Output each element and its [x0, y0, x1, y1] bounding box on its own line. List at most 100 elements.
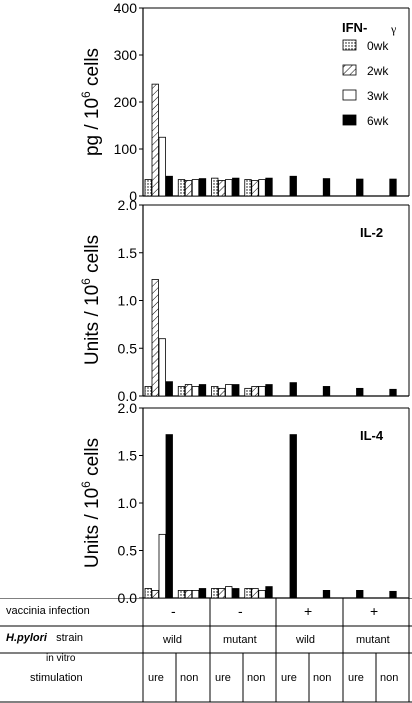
bar — [198, 384, 207, 397]
bar — [165, 434, 173, 599]
y-tick-label: 0.5 — [118, 340, 138, 356]
bar — [258, 590, 266, 599]
bar — [211, 588, 219, 599]
y-tick-label: 2.0 — [118, 400, 138, 416]
stim-cell: ure — [148, 672, 164, 684]
row-label-vaccinia: vaccinia infection — [6, 605, 90, 617]
bar — [265, 586, 273, 599]
panel-title: IL-4 — [360, 428, 384, 443]
bar — [244, 387, 252, 397]
y-tick-label: 0.0 — [118, 388, 138, 404]
bar — [251, 588, 259, 599]
y-tick-label: 100 — [114, 141, 138, 157]
bar — [198, 588, 207, 599]
stim-cell: ure — [215, 672, 231, 684]
y-tick-label: 1.0 — [118, 293, 138, 309]
y-axis-label: Units / 106 cells — [79, 438, 103, 568]
stim-cell: ure — [348, 672, 364, 684]
bar — [322, 386, 331, 397]
bar — [244, 179, 252, 197]
table-grid — [0, 598, 412, 703]
bar — [265, 177, 273, 197]
bar — [158, 533, 166, 599]
bar — [151, 83, 159, 197]
legend-label: 3wk — [367, 89, 389, 103]
stim-cell: ure — [281, 672, 297, 684]
bar — [191, 590, 200, 599]
y-tick-label: 1.5 — [118, 448, 138, 464]
legend-label: 6wk — [367, 114, 389, 128]
y-axis-label: Units / 106 cells — [79, 235, 103, 365]
bar — [184, 180, 193, 197]
bar — [389, 178, 397, 197]
bar — [258, 386, 266, 397]
y-tick-label: 200 — [114, 94, 138, 110]
stim-cell: non — [247, 672, 266, 684]
bar — [251, 180, 259, 197]
condition-table: vaccinia infection - - + + H.pylori stra… — [0, 598, 412, 703]
bar — [144, 386, 152, 397]
panel-2: 0.0 0.5 1.0 1.5 2.0 Units / 106 cells IL-2 — [79, 197, 410, 404]
bar — [289, 175, 297, 197]
bar — [289, 434, 297, 599]
bar — [165, 381, 173, 397]
bar — [218, 180, 226, 197]
strain-cell: wild — [163, 634, 182, 646]
bar — [289, 382, 297, 397]
legend-swatch — [342, 64, 357, 76]
y-tick-label: 1.0 — [118, 495, 138, 511]
bar — [211, 386, 219, 397]
row-label-stimulation: stimulation — [30, 672, 83, 684]
bar — [389, 388, 397, 397]
bar — [184, 384, 193, 397]
vaccinia-cell: + — [370, 603, 379, 619]
y-tick-label: 300 — [114, 47, 138, 63]
bar — [151, 279, 159, 397]
strain-word: strain — [46, 632, 84, 644]
panel-title: IFN- — [342, 20, 367, 35]
stim-cell: non — [313, 672, 332, 684]
bar — [232, 177, 240, 197]
strain-cell: mutant — [356, 634, 390, 646]
bar — [191, 386, 200, 397]
strain-cell: mutant — [223, 634, 257, 646]
stim-cell: non — [180, 672, 199, 684]
legend-swatch — [342, 114, 357, 126]
stim-cell: non — [380, 672, 399, 684]
bar — [158, 136, 166, 197]
bar — [322, 590, 331, 599]
bar — [389, 590, 397, 599]
bar — [191, 179, 200, 197]
hpylori-label: H.pylori — [6, 632, 47, 644]
vaccinia-cell: + — [304, 603, 313, 619]
bar — [251, 386, 259, 397]
bar — [356, 387, 364, 397]
bar — [225, 586, 233, 599]
bar — [218, 387, 226, 397]
row-label-invitro: in vitro — [46, 653, 76, 664]
bar — [177, 179, 186, 197]
bar — [356, 590, 364, 599]
bar — [144, 588, 152, 599]
row-label-strain: H.pylori strain — [6, 632, 83, 644]
bar — [218, 588, 226, 599]
bar — [177, 590, 186, 599]
bar — [165, 175, 173, 197]
legend-label: 2wk — [367, 64, 389, 78]
y-tick-label: 0 — [129, 188, 137, 204]
panel-title: IL-2 — [360, 225, 383, 240]
bar — [322, 178, 331, 197]
y-tick-label: 2.0 — [118, 197, 138, 213]
legend-label: 0wk — [367, 39, 389, 53]
bar — [184, 590, 193, 599]
bar — [225, 179, 233, 197]
legend-swatch — [342, 89, 357, 101]
y-tick-label: 400 — [114, 0, 138, 16]
bar — [198, 178, 207, 197]
legend-swatch — [342, 39, 357, 51]
vaccinia-cell: - — [238, 603, 243, 619]
strain-cell: wild — [296, 634, 315, 646]
